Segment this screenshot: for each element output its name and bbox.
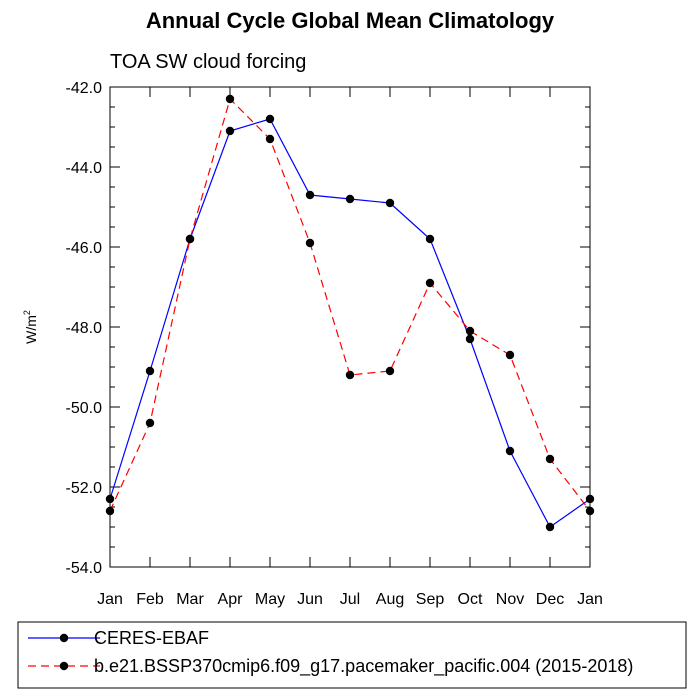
plot-frame (109, 86, 591, 568)
data-point-series-2 (585, 506, 595, 516)
y-tick-label: -46.0 (66, 240, 103, 257)
data-point-series-2 (225, 94, 235, 104)
y-tick-label: -42.0 (66, 80, 103, 97)
x-tick-label: Jan (577, 591, 603, 608)
data-point-series-1 (385, 198, 395, 208)
data-point-series-2 (185, 234, 195, 244)
y-axis-label-group: W/m2 (22, 310, 39, 344)
data-point-series-1 (425, 234, 435, 244)
x-tick-label: Feb (136, 591, 164, 608)
x-tick-label: Jan (97, 591, 123, 608)
legend-marker-1 (59, 633, 69, 643)
data-point-series-2 (105, 506, 115, 516)
data-point-series-1 (585, 494, 595, 504)
y-tick-label: -52.0 (66, 480, 103, 497)
x-tick-label: Dec (536, 591, 564, 608)
data-point-series-1 (305, 190, 315, 200)
data-point-series-2 (345, 370, 355, 380)
data-point-series-2 (305, 238, 315, 248)
data-point-series-1 (145, 366, 155, 376)
legend: CERES-EBAF b.e21.BSSP370cmip6.f09_g17.pac… (17, 621, 687, 689)
data-point-series-2 (545, 454, 555, 464)
x-tick-label: Apr (218, 591, 244, 608)
x-tick-label: Aug (376, 591, 404, 608)
data-point-series-1 (545, 522, 555, 532)
data-point-series-2 (465, 326, 475, 336)
data-point-series-2 (425, 278, 435, 288)
data-point-series-1 (465, 334, 475, 344)
x-tick-label: Sep (416, 591, 445, 608)
series-layer (105, 94, 595, 532)
chart-title: Annual Cycle Global Mean Climatology (146, 8, 555, 33)
data-point-series-2 (145, 418, 155, 428)
data-point-series-2 (385, 366, 395, 376)
x-tick-label: Mar (176, 591, 204, 608)
y-tick-label: -44.0 (66, 160, 103, 177)
legend-marker-2 (59, 661, 69, 671)
x-tick-label: Jul (340, 591, 360, 608)
data-point-series-1 (505, 446, 515, 456)
series-line-2 (109, 97, 591, 512)
legend-label-1: CERES-EBAF (94, 628, 209, 648)
y-axis-label-superscript: 2 (22, 310, 32, 315)
legend-box (17, 621, 687, 689)
x-tick-label: Nov (496, 591, 524, 608)
data-point-series-2 (505, 350, 515, 360)
y-axis-label-unit: W/m (23, 315, 39, 344)
data-point-series-2 (265, 134, 275, 144)
data-point-series-1 (345, 194, 355, 204)
axis-ticks: -42.0 -44.0 -46.0 -48.0 -50.0 -52.0 -54.0 Jan Fe… (66, 80, 603, 608)
data-point-series-1 (225, 126, 235, 136)
series-line-1 (109, 118, 591, 528)
x-tick-label: Oct (458, 591, 483, 608)
y-tick-label: -48.0 (66, 320, 103, 337)
y-tick-label: -50.0 (66, 400, 103, 417)
data-point-series-1 (105, 494, 115, 504)
y-axis-label: W/m2 (22, 310, 39, 344)
x-tick-label: May (255, 591, 285, 608)
chart-subtitle: TOA SW cloud forcing (110, 51, 306, 73)
y-tick-label: -54.0 (66, 560, 103, 577)
x-tick-label: Jun (297, 591, 323, 608)
legend-label-2: b.e21.BSSP370cmip6.f09_g17.pacemaker_pac… (94, 656, 633, 677)
data-point-series-1 (265, 114, 275, 124)
